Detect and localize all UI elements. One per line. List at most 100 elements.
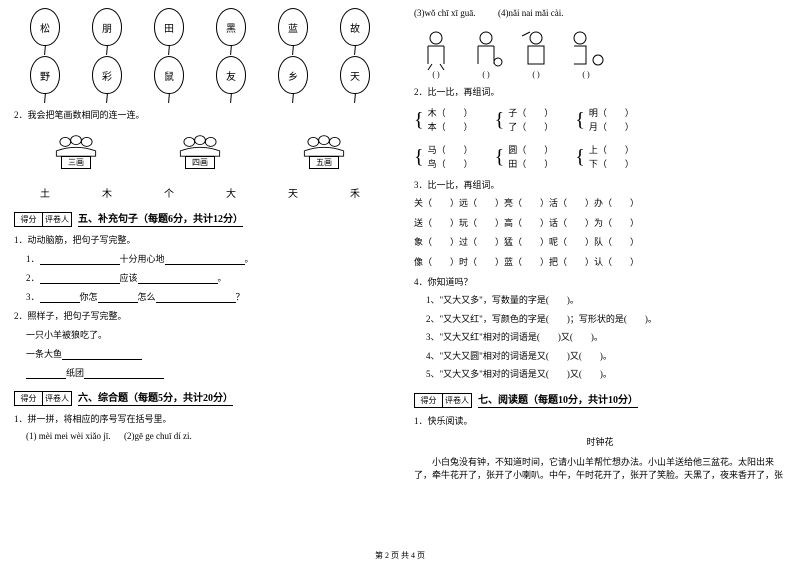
flower-label: 五画 [309, 156, 339, 169]
word-row: 送（ ）玩（ ）高（ ）话（ ）为（ ） [414, 217, 786, 231]
left-column: 松 朋 田 黑 蓝 故 野 彩 鼠 友 乡 天 2．我会把笔画数相同的连一连。 … [0, 0, 400, 565]
score-box: 得分 评卷人 [14, 212, 72, 227]
pinyin-text: (1) mèi mei wèi xiǎo jī. [26, 431, 110, 441]
brace-item: 了（ ） [508, 120, 553, 133]
brace-pair: {子（ ）了（ ） [495, 106, 554, 133]
pinyin-figures: ( ) ( ) ( ) ( ) [414, 26, 786, 79]
blank [84, 369, 164, 379]
char: 木 [102, 185, 112, 200]
text: 怎么 [138, 292, 156, 302]
brace-item: 圆（ ） [508, 143, 553, 156]
flower-icon [48, 133, 104, 158]
text: 纸团 [66, 368, 84, 378]
section-5-title: 五、补充句子（每题6分，共计12分） [78, 210, 243, 227]
brace-pair: {马（ ）鸟（ ） [414, 143, 473, 170]
score-row-5: 得分 评卷人 五、补充句子（每题6分，共计12分） [14, 210, 386, 227]
score-row-7: 得分 评卷人 七、阅读题（每题10分，共计10分） [414, 391, 786, 408]
know-line: 2、"又大又红"，写颜色的字是( )；写形状的是( )。 [426, 313, 786, 326]
score-label: 得分 [15, 213, 43, 226]
brace-item: 明（ ） [589, 106, 634, 119]
score-box: 得分 评卷人 [414, 393, 472, 408]
q5-2-title: 2．照样子，把句子写完整。 [14, 309, 386, 322]
blank [156, 293, 236, 303]
char: 土 [40, 185, 50, 200]
text: 3． [26, 292, 40, 302]
brace-icon: { [414, 147, 424, 167]
section-7-title: 七、阅读题（每题10分，共计10分） [478, 391, 638, 408]
balloon: 朋 [92, 8, 122, 46]
q7-1-title: 1．快乐阅读。 [414, 414, 786, 427]
brace-pair: {明（ ）月（ ） [575, 106, 634, 133]
brace-pair: {木（ ）本（ ） [414, 106, 473, 133]
person-icon [464, 26, 508, 70]
flower-icon [172, 133, 228, 158]
pinyin-text: (3)wǒ chī xī guā. [414, 8, 475, 18]
balloons-row-2: 野 彩 鼠 友 乡 天 [14, 56, 386, 94]
balloon: 彩 [92, 56, 122, 94]
q5-1-line3: 3．你怎怎么？ [26, 290, 386, 303]
blank [26, 369, 66, 379]
know-line: 1、"又大又多"，写数量的字是( )。 [426, 294, 786, 307]
story-title: 时钟花 [414, 435, 786, 448]
char: 禾 [350, 185, 360, 200]
score-label: 评卷人 [43, 392, 71, 405]
blank [40, 255, 120, 265]
brace-row-2: {马（ ）鸟（ ） {圆（ ）田（ ） {上（ ）下（ ） [414, 143, 786, 170]
score-label: 得分 [415, 394, 443, 407]
score-row-6: 得分 评卷人 六、综合题（每题5分，共计20分） [14, 389, 386, 406]
know-line: 3、"又大又红"相对的词语是( )又( )。 [426, 331, 786, 344]
page-footer: 第 2 页 共 4 页 [0, 550, 800, 561]
q5-1-line1: 1．十分用心地。 [26, 252, 386, 265]
person-icon [564, 26, 608, 70]
balloon: 友 [216, 56, 246, 94]
balloons-row-1: 松 朋 田 黑 蓝 故 [14, 8, 386, 46]
balloon: 故 [340, 8, 370, 46]
paren: ( ) [582, 70, 589, 79]
char: 天 [288, 185, 298, 200]
know-line: 4、"又大又圆"相对的词语是又( )又( )。 [426, 350, 786, 363]
brace-item: 子（ ） [508, 106, 553, 119]
brace-icon: { [495, 147, 505, 167]
word-row: 像（ ）时（ ）蓝（ ）把（ ）认（ ） [414, 256, 786, 270]
brace-item: 本（ ） [428, 120, 473, 133]
char: 个 [164, 185, 174, 200]
q5-2-line1: 一只小羊被狼吃了。 [26, 328, 386, 341]
brace-row-1: {木（ ）本（ ） {子（ ）了（ ） {明（ ）月（ ） [414, 106, 786, 133]
know-line: 5、"又大又多"相对的词语是又( )又( )。 [426, 368, 786, 381]
brace-item: 田（ ） [508, 157, 553, 170]
brace-item: 木（ ） [428, 106, 473, 119]
q5-2-line2: 一条大鱼 [26, 347, 386, 360]
text: 2． [26, 273, 40, 283]
person-icon [514, 26, 558, 70]
figure: ( ) [464, 26, 508, 79]
figure: ( ) [564, 26, 608, 79]
flower-label: 三画 [61, 156, 91, 169]
flower-box: 五画 [294, 133, 354, 169]
score-label: 评卷人 [443, 394, 471, 407]
q5-1-title: 1．动动脑筋，把句子写完整。 [14, 233, 386, 246]
balloon: 乡 [278, 56, 308, 94]
balloon: 野 [30, 56, 60, 94]
pinyin-text: (2)gē ge chuī dí zi. [124, 431, 192, 441]
balloon: 鼠 [154, 56, 184, 94]
flower-label: 四画 [185, 156, 215, 169]
text: 你怎 [80, 292, 98, 302]
q2-title: 2．我会把笔画数相同的连一连。 [14, 108, 386, 121]
q4-title-right: 4．你知道吗？ [414, 275, 786, 288]
blank [62, 350, 142, 360]
section-6-title: 六、综合题（每题5分，共计20分） [78, 389, 233, 406]
figure: ( ) [414, 26, 458, 79]
brace-icon: { [575, 147, 585, 167]
balloon: 田 [154, 8, 184, 46]
pinyin-text: (4)nǎi nai mǎi cài. [498, 8, 563, 18]
score-box: 得分 评卷人 [14, 391, 72, 406]
story-body: 小白兔没有钟，不知道时间，它请小山羊帮忙想办法。小山羊送给他三盆花。太阳出来了，… [414, 456, 786, 481]
brace-pair: {上（ ）下（ ） [575, 143, 634, 170]
score-label: 评卷人 [43, 213, 71, 226]
q6-1-title: 1．拼一拼，将相应的序号写在括号里。 [14, 412, 386, 425]
q5-1-line2: 2．应该。 [26, 271, 386, 284]
brace-item: 月（ ） [589, 120, 634, 133]
brace-icon: { [495, 110, 505, 130]
q3-title-right: 3．比一比，再组词。 [414, 178, 786, 191]
word-row: 象（ ）过（ ）猛（ ）呢（ ）队（ ） [414, 236, 786, 250]
